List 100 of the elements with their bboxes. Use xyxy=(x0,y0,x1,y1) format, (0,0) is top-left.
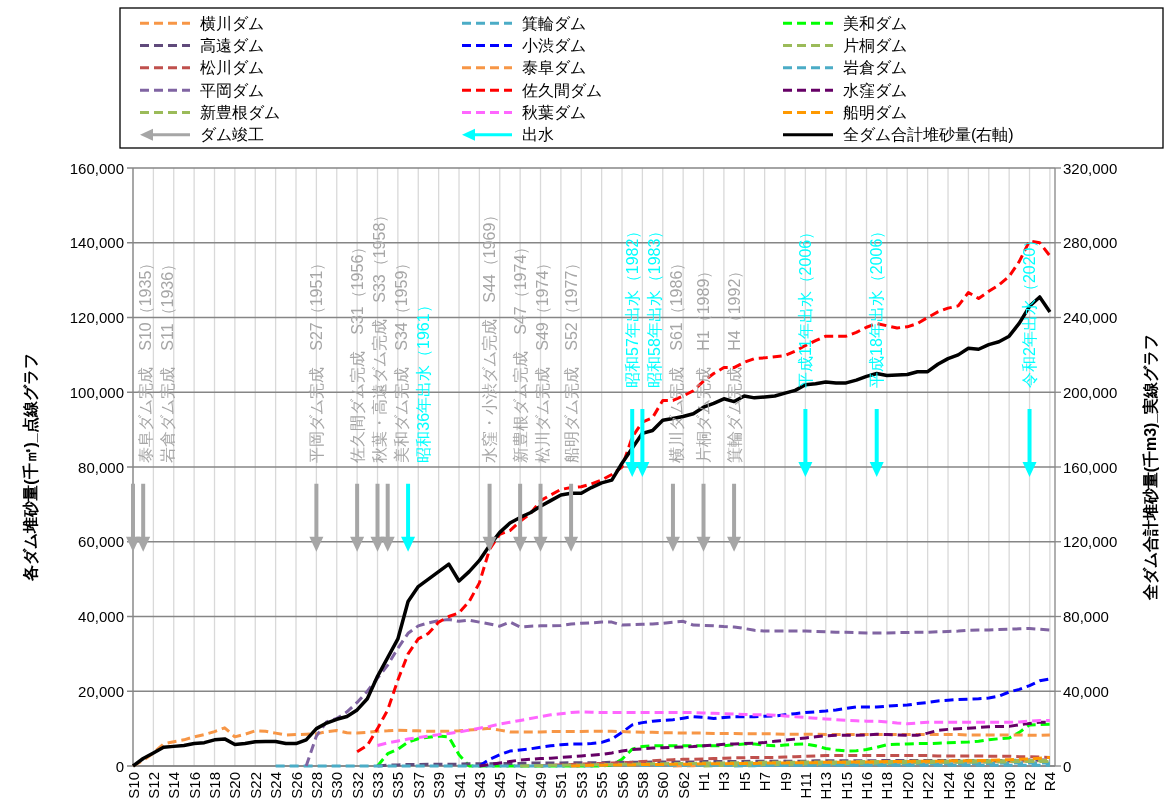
x-tick-label: S18 xyxy=(206,772,223,799)
x-tick-label: H3 xyxy=(715,772,733,792)
y2-tick-label: 280,000 xyxy=(1063,234,1118,252)
y-tick-label: 120,000 xyxy=(69,309,124,326)
x-tick-label: S10 xyxy=(124,772,142,799)
x-tick-label: H20 xyxy=(898,772,916,800)
x-tick-label: S45 xyxy=(491,772,509,799)
x-tick-label: H24 xyxy=(939,772,957,800)
annotation: 横川ダム完成 S61（1986） xyxy=(667,254,685,463)
x-tick-label: H22 xyxy=(919,772,937,800)
y-tick-label: 100,000 xyxy=(69,383,124,401)
x-tick-label: S51 xyxy=(552,772,570,799)
legend-label: 松川ダム xyxy=(200,59,264,77)
x-tick-label: S43 xyxy=(470,772,488,799)
y-tick-label: 0 xyxy=(115,757,124,775)
y-tick-label: 80,000 xyxy=(78,458,124,476)
y-tick-label: 60,000 xyxy=(78,533,124,551)
x-tick-label: S60 xyxy=(654,772,672,799)
annotation: 泰阜ダム完成 S10（1935） xyxy=(136,254,154,463)
y2-tick-label: 80,000 xyxy=(1063,608,1109,625)
y2-tick-label: 320,000 xyxy=(1063,159,1118,177)
y2-tick-label: 240,000 xyxy=(1063,309,1118,326)
annotation: 松川ダム完成 S49（1974） xyxy=(533,254,551,463)
legend-label: ダム竣工 xyxy=(200,126,264,144)
y2-axis-title: 全ダム合計堆砂量(千m3)_実線グラフ xyxy=(1140,333,1159,602)
legend-label: 岩倉ダム xyxy=(843,59,907,77)
y2-tick-label: 160,000 xyxy=(1063,458,1118,476)
x-tick-label: S26 xyxy=(287,772,305,799)
x-tick-label: H26 xyxy=(959,772,977,800)
annotation: 平岡ダム完成 S27（1951） xyxy=(307,254,325,463)
x-tick-label: S14 xyxy=(165,772,183,799)
x-tick-label: S58 xyxy=(633,772,651,799)
x-tick-label: H11 xyxy=(796,772,814,799)
legend-label: 泰阜ダム xyxy=(522,59,586,77)
legend-label: 小渋ダム xyxy=(522,37,586,54)
annotation: 平成11年出水（2006） xyxy=(796,223,814,388)
y-axis-title: 各ダム堆砂量(千㎥)_点線グラフ xyxy=(21,353,40,582)
legend-label: 片桐ダム xyxy=(843,37,907,54)
x-tick-label: H30 xyxy=(1000,772,1018,800)
x-tick-label: H18 xyxy=(878,772,896,800)
x-tick-label: H7 xyxy=(756,772,774,792)
x-tick-label: H15 xyxy=(837,772,855,800)
annotation: 昭和58年出水（1983） xyxy=(645,222,663,388)
y2-tick-label: 120,000 xyxy=(1063,533,1118,551)
x-tick-label: S62 xyxy=(674,772,692,799)
x-tick-label: S49 xyxy=(532,772,550,799)
x-tick-label: H1 xyxy=(695,772,713,792)
y-tick-label: 140,000 xyxy=(69,234,124,252)
annotation: 昭和36年出水（1961） xyxy=(414,297,432,463)
x-tick-label: S30 xyxy=(328,772,346,799)
x-tick-label: S24 xyxy=(267,772,285,799)
x-tick-label: S32 xyxy=(348,772,366,799)
x-tick-label: S39 xyxy=(430,772,448,799)
y2-tick-label: 200,000 xyxy=(1063,383,1118,401)
x-tick-label: H16 xyxy=(858,772,876,800)
annotation: 新豊根ダム完成 S47（1974） xyxy=(511,238,529,463)
legend-label: 佐久間ダム xyxy=(522,81,602,99)
legend-label: 水窪ダム xyxy=(843,81,907,99)
y-tick-label: 160,000 xyxy=(69,159,124,177)
legend-label: 箕輪ダム xyxy=(522,14,586,32)
legend-label: 船明ダム xyxy=(843,104,907,121)
legend-label: 平岡ダム xyxy=(200,81,264,99)
x-tick-label: S53 xyxy=(572,772,590,799)
y-tick-label: 40,000 xyxy=(78,608,124,625)
legend-label: 全ダム合計堆砂量(右軸) xyxy=(843,126,1014,144)
x-tick-label: R2 xyxy=(1021,772,1039,792)
x-tick-label: H9 xyxy=(776,772,794,792)
y-tick-label: 20,000 xyxy=(78,682,124,700)
legend-label: 出水 xyxy=(522,126,554,144)
annotation: 岩倉ダム完成 S11（1936） xyxy=(158,255,176,463)
x-tick-label: H13 xyxy=(817,772,835,800)
x-tick-label: S22 xyxy=(246,772,264,799)
x-tick-label: S35 xyxy=(389,772,407,799)
annotation: 秋葉・高遠ダム完成 S33（1958） xyxy=(370,206,388,463)
annotation: 昭和57年出水（1982） xyxy=(623,222,641,388)
x-tick-label: H5 xyxy=(735,772,753,792)
x-tick-label: S12 xyxy=(144,772,162,799)
annotation: 佐久間ダム完成 S31（1956） xyxy=(348,238,366,463)
x-tick-label: S33 xyxy=(369,772,387,799)
x-tick-label: R4 xyxy=(1041,772,1059,792)
annotation: 水窪・小渋ダム完成 S44（1969） xyxy=(481,206,499,463)
annotation: 箕輪ダム完成 H4（1992） xyxy=(725,262,743,463)
x-tick-label: S20 xyxy=(226,772,244,799)
x-tick-label: S55 xyxy=(593,772,611,799)
annotation: 美和ダム完成 S34（1959） xyxy=(392,254,410,463)
annotation: 船明ダム完成 S52（1977） xyxy=(562,254,580,463)
annotation: 片桐ダム完成 H1（1989） xyxy=(695,262,713,463)
x-tick-label: S16 xyxy=(185,772,203,799)
y2-tick-label: 40,000 xyxy=(1063,682,1109,700)
x-tick-label: S37 xyxy=(409,772,427,799)
y2-tick-label: 0 xyxy=(1063,757,1072,775)
x-tick-label: H28 xyxy=(980,772,998,800)
annotation: 平成18年出水（2006） xyxy=(868,222,886,388)
legend-label: 美和ダム xyxy=(843,14,907,32)
legend-label: 秋葉ダム xyxy=(522,104,586,121)
legend-label: 高遠ダム xyxy=(200,37,264,54)
legend-label: 新豊根ダム xyxy=(200,104,280,121)
annotation: 令和2年出水（2020） xyxy=(1021,231,1039,388)
x-tick-label: S28 xyxy=(307,772,325,799)
x-tick-label: S56 xyxy=(613,772,631,799)
